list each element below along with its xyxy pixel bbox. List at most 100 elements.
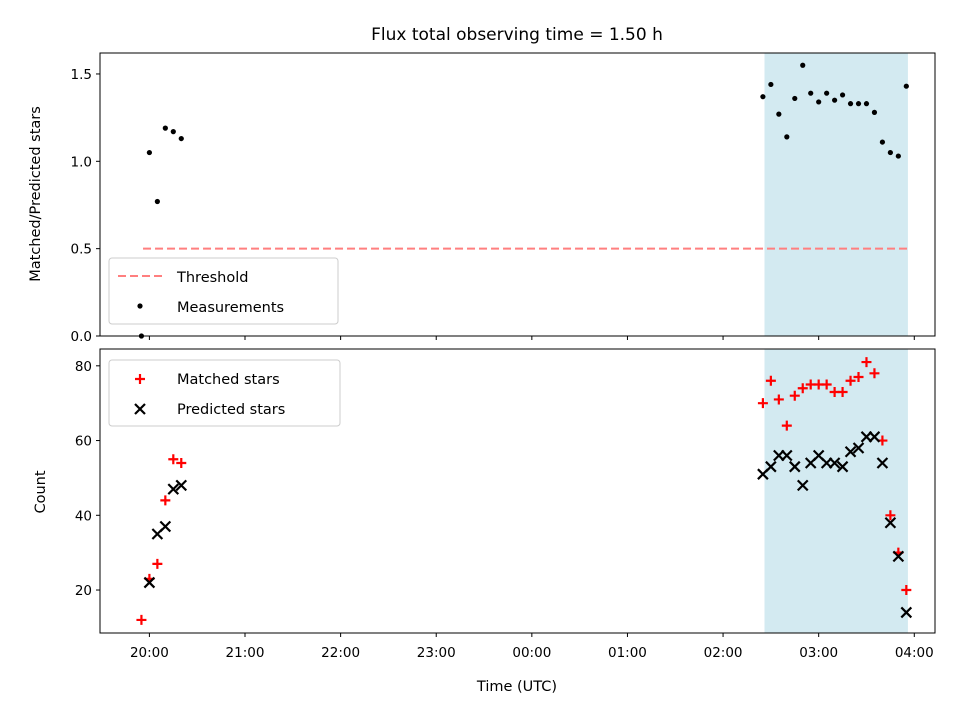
data-point [160,495,171,506]
legend-threshold-label: Threshold [176,270,248,286]
data-point [154,198,160,205]
data-point [760,94,766,100]
data-point [796,479,809,492]
plot-frame [99,52,936,337]
data-point [828,457,841,469]
data-point [781,420,792,431]
data-point [879,139,886,145]
data-point [768,81,774,88]
data-point [868,431,881,443]
data-point [816,99,822,105]
y-tick-label: 1.0 [71,154,92,170]
data-point [808,90,814,96]
data-point [832,97,838,103]
observing-span [764,349,908,633]
data-point [837,386,848,397]
x-tick-label: 22:00 [321,645,360,661]
legend-predicted-label: Predicted stars [177,402,285,418]
data-point [765,375,776,386]
y-tick-label: 20 [75,583,92,599]
x-tick-label: 02:00 [704,645,743,661]
data-point [821,379,832,390]
data-point [836,460,849,473]
data-point [178,135,184,142]
data-point [903,83,909,89]
data-point [784,134,790,140]
legend-matched-label: Matched stars [177,372,280,388]
data-point [869,368,880,379]
top-ylabel: Matched/Predicted stars [28,106,44,282]
data-point [863,101,870,107]
top-panel: 0.0 0.5 1.0 1.5 Threshold Measurements [71,52,936,345]
legend-predicted-marker [134,403,146,415]
data-point [170,129,176,135]
series-measurements [138,62,909,339]
data-point [884,516,897,529]
data-point [776,111,782,117]
data-point [159,520,172,533]
data-point [797,383,808,394]
x-axis-label: Time (UTC) [476,679,557,695]
data-point [167,483,180,495]
data-point [773,394,784,405]
legend-box [108,257,339,325]
data-point [143,576,156,589]
bottom-panel: 20 40 60 80 20:00 21:00 22:00 23:00 00:00 01:00 02… [75,348,936,661]
x-tick-label: 01:00 [608,645,647,661]
data-point [845,375,856,386]
data-point [876,457,889,469]
x-tick-label: 23:00 [417,645,456,661]
data-point [887,149,893,156]
data-point [853,372,864,383]
data-point [792,95,798,102]
legend-matched-marker [135,374,145,384]
x-tick-label: 21:00 [226,645,265,661]
x-tick-label: 03:00 [799,645,838,661]
data-point [168,454,179,465]
y-tick-label: 0.0 [71,329,92,345]
data-point [901,585,912,596]
series-predicted-stars [143,431,913,619]
data-point [895,153,901,159]
data-point [176,457,187,468]
data-point [146,149,152,156]
legend-measurements-marker [137,303,143,309]
data-point [861,357,872,368]
y-tick-label: 80 [75,359,92,375]
x-tick-label: 20:00 [130,645,169,661]
observing-span [764,53,908,336]
data-point [852,442,865,454]
x-tick-label: 04:00 [895,645,934,661]
data-point [765,460,777,473]
legend: Threshold Measurements [108,257,339,325]
y-tick-label: 1.5 [71,67,92,83]
data-point [781,449,793,462]
data-point [757,398,768,409]
legend-box [108,359,341,427]
data-point [136,614,147,625]
chart-title: Flux total observing time = 1.50 h [371,25,663,45]
data-point [855,101,862,107]
data-point [800,62,806,68]
data-point [788,460,801,473]
bottom-ylabel: Count [33,470,49,513]
data-point [839,92,846,98]
data-point [824,90,830,96]
data-point [152,558,163,569]
data-point [162,125,168,131]
data-point [175,479,188,492]
legend: Matched stars Predicted stars [108,359,341,427]
x-tick-label: 00:00 [512,645,551,661]
y-tick-label: 40 [75,508,92,524]
data-point [900,606,913,619]
y-tick-label: 60 [75,434,92,450]
y-tick-label: 0.5 [71,242,92,258]
data-point [789,390,800,401]
legend-measurements-label: Measurements [177,300,284,316]
data-point [885,510,896,521]
data-point [892,550,905,563]
data-point [844,445,857,458]
plot-frame [99,348,936,634]
data-point [847,101,854,107]
